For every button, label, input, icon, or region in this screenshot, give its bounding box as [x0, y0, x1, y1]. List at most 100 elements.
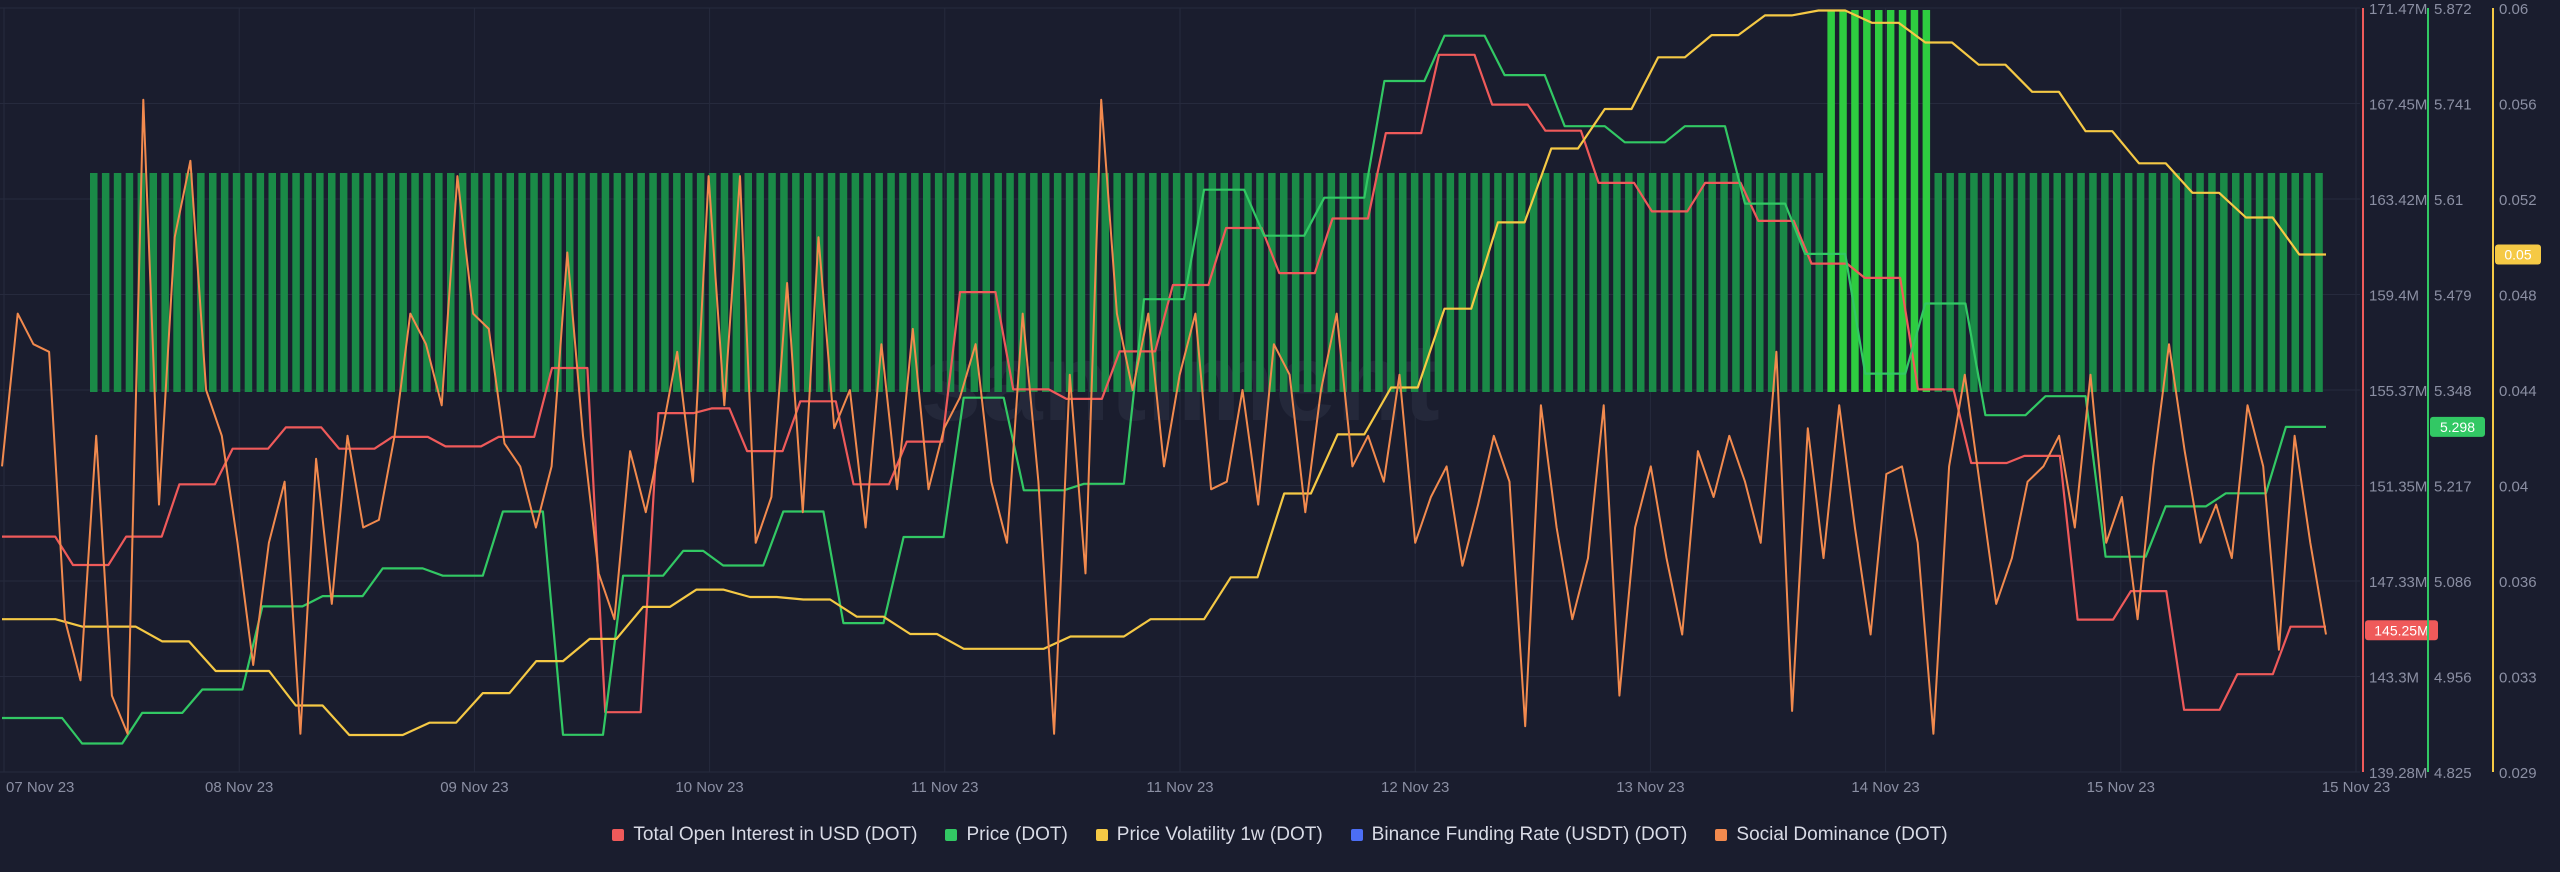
funding-rate-bar: [1161, 173, 1169, 392]
funding-rate-bar: [363, 173, 372, 392]
y-tick-label: 0.048: [2499, 288, 2537, 305]
y-tick-label: 4.825: [2434, 765, 2472, 782]
funding-rate-bar: [923, 173, 931, 392]
funding-rate-bar: [1791, 173, 1800, 392]
funding-rate-bar: [256, 173, 265, 392]
funding-rate-bar: [1779, 173, 1788, 392]
funding-rate-bar: [1446, 173, 1455, 392]
funding-rate-bar: [768, 173, 776, 392]
funding-rate-bar: [542, 173, 550, 392]
funding-rate-bar: [1256, 173, 1264, 392]
funding-rate-bar: [2279, 173, 2288, 392]
x-tick-label: 12 Nov 23: [1381, 779, 1449, 796]
funding-rate-bar: [1089, 173, 1098, 392]
legend-item-funding-rate[interactable]: Binance Funding Rate (USDT) (DOT): [1350, 824, 1688, 846]
y-tick-label: 5.479: [2434, 288, 2472, 305]
funding-rate-bar: [1053, 173, 1062, 392]
funding-rate-bar: [1994, 173, 2002, 392]
y-tick-label: 5.872: [2434, 1, 2472, 18]
legend-item-volatility[interactable]: Price Volatility 1w (DOT): [1095, 824, 1323, 846]
funding-rate-bar: [696, 173, 705, 392]
y-tick-label: 5.217: [2434, 479, 2472, 496]
funding-rate-bar: [1196, 173, 1205, 392]
funding-rate-bar: [2184, 173, 2192, 392]
funding-rate-bar: [1803, 173, 1812, 392]
funding-rate-bar: [2065, 173, 2073, 392]
funding-rate-bar: [1351, 173, 1359, 392]
funding-rate-bar: [2124, 173, 2133, 392]
funding-rate-bar: [792, 173, 800, 392]
funding-rate-bar: [554, 173, 562, 392]
x-axis: 07 Nov 23 08 Nov 23 09 Nov 23 10 Nov 23 11 N…: [6, 779, 2390, 796]
funding-rate-bar: [1898, 10, 1907, 392]
funding-rate-bar: [720, 173, 729, 392]
funding-rate-bar: [232, 173, 241, 392]
funding-rate-bar: [399, 173, 407, 392]
funding-rate-bar: [1910, 10, 1919, 392]
legend-item-price[interactable]: Price (DOT): [945, 824, 1068, 846]
funding-rate-bar: [304, 173, 312, 392]
funding-rate-bar: [2220, 173, 2228, 392]
funding-rate-bar: [1863, 10, 1871, 392]
funding-rate-bar: [994, 173, 1002, 392]
y-tick-label: 4.956: [2434, 670, 2472, 687]
funding-rate-bar: [911, 173, 919, 392]
funding-rate-bar: [1482, 173, 1490, 392]
funding-rate-bar: [1327, 173, 1336, 392]
legend-label: Binance Funding Rate (USDT) (DOT): [1371, 824, 1688, 845]
funding-rate-bar: [1767, 173, 1776, 392]
funding-rate-bar: [387, 173, 395, 392]
funding-rate-bar: [1553, 173, 1562, 392]
funding-rate-bar: [90, 173, 98, 392]
funding-rate-bar: [1648, 173, 1657, 392]
y-tick-label: 167.45M: [2369, 97, 2427, 114]
funding-rate-bar: [1732, 173, 1740, 392]
funding-rate-bar: [482, 173, 491, 392]
funding-rate-bar: [1506, 173, 1514, 392]
funding-rate-bar: [1637, 173, 1645, 392]
legend-swatch-funding-rate: [1350, 829, 1363, 841]
x-tick-label: 07 Nov 23: [6, 779, 74, 796]
y-tick-label: 163.42M: [2369, 192, 2427, 209]
y-tick-label: 139.28M: [2369, 765, 2427, 782]
x-tick-label: 10 Nov 23: [675, 779, 743, 796]
legend-label: Social Dominance (DOT): [1736, 824, 1948, 845]
funding-rate-bar: [1839, 10, 1847, 392]
funding-rate-bar: [2005, 173, 2014, 392]
series-line-social-dominance-dot: [1, 98, 2327, 735]
funding-rate-bar: [2172, 173, 2180, 392]
funding-rate-bar: [2291, 173, 2299, 392]
funding-rate-bar: [1172, 173, 1181, 392]
funding-rate-bar: [1387, 173, 1395, 392]
funding-rate-bar: [1220, 173, 1228, 392]
legend-swatch-volatility: [1095, 829, 1108, 841]
funding-rate-bar: [982, 173, 990, 392]
funding-rate-bar: [1018, 173, 1026, 392]
legend-item-open-interest[interactable]: Total Open Interest in USD (DOT): [612, 824, 917, 846]
funding-rate-bar: [863, 173, 871, 392]
funding-rate-bar: [1125, 173, 1133, 392]
funding-rate-bar: [780, 173, 788, 392]
funding-rate-bar: [1613, 173, 1621, 392]
funding-rate-bar: [1030, 173, 1038, 392]
funding-rate-bar: [899, 173, 907, 392]
x-tick-label: 08 Nov 23: [205, 779, 273, 796]
y-tick-label: 151.35M: [2369, 479, 2427, 496]
funding-rate-bars: [90, 10, 2323, 392]
y-tick-label: 0.029: [2499, 765, 2537, 782]
legend-label: Price (DOT): [966, 824, 1068, 845]
axis-price: 5.872 5.741 5.61 5.479 5.348 5.217 5.086 4.956 4…: [2427, 1, 2485, 782]
funding-rate-bar: [113, 173, 122, 392]
x-tick-label: 11 Nov 23: [911, 779, 978, 796]
legend-label: Total Open Interest in USD (DOT): [633, 824, 918, 845]
y-tick-label: 5.086: [2434, 574, 2472, 591]
funding-rate-bar: [875, 173, 883, 392]
funding-rate-bar: [1875, 10, 1883, 392]
funding-rate-bar: [2315, 173, 2323, 392]
legend-item-social-dominance[interactable]: Social Dominance (DOT): [1715, 824, 1948, 846]
funding-rate-bar: [1232, 173, 1240, 392]
funding-rate-bar: [685, 173, 693, 392]
funding-rate-bar: [2089, 173, 2097, 392]
funding-rate-bar: [1065, 173, 1074, 392]
y-tick-label: 0.06: [2499, 1, 2528, 18]
